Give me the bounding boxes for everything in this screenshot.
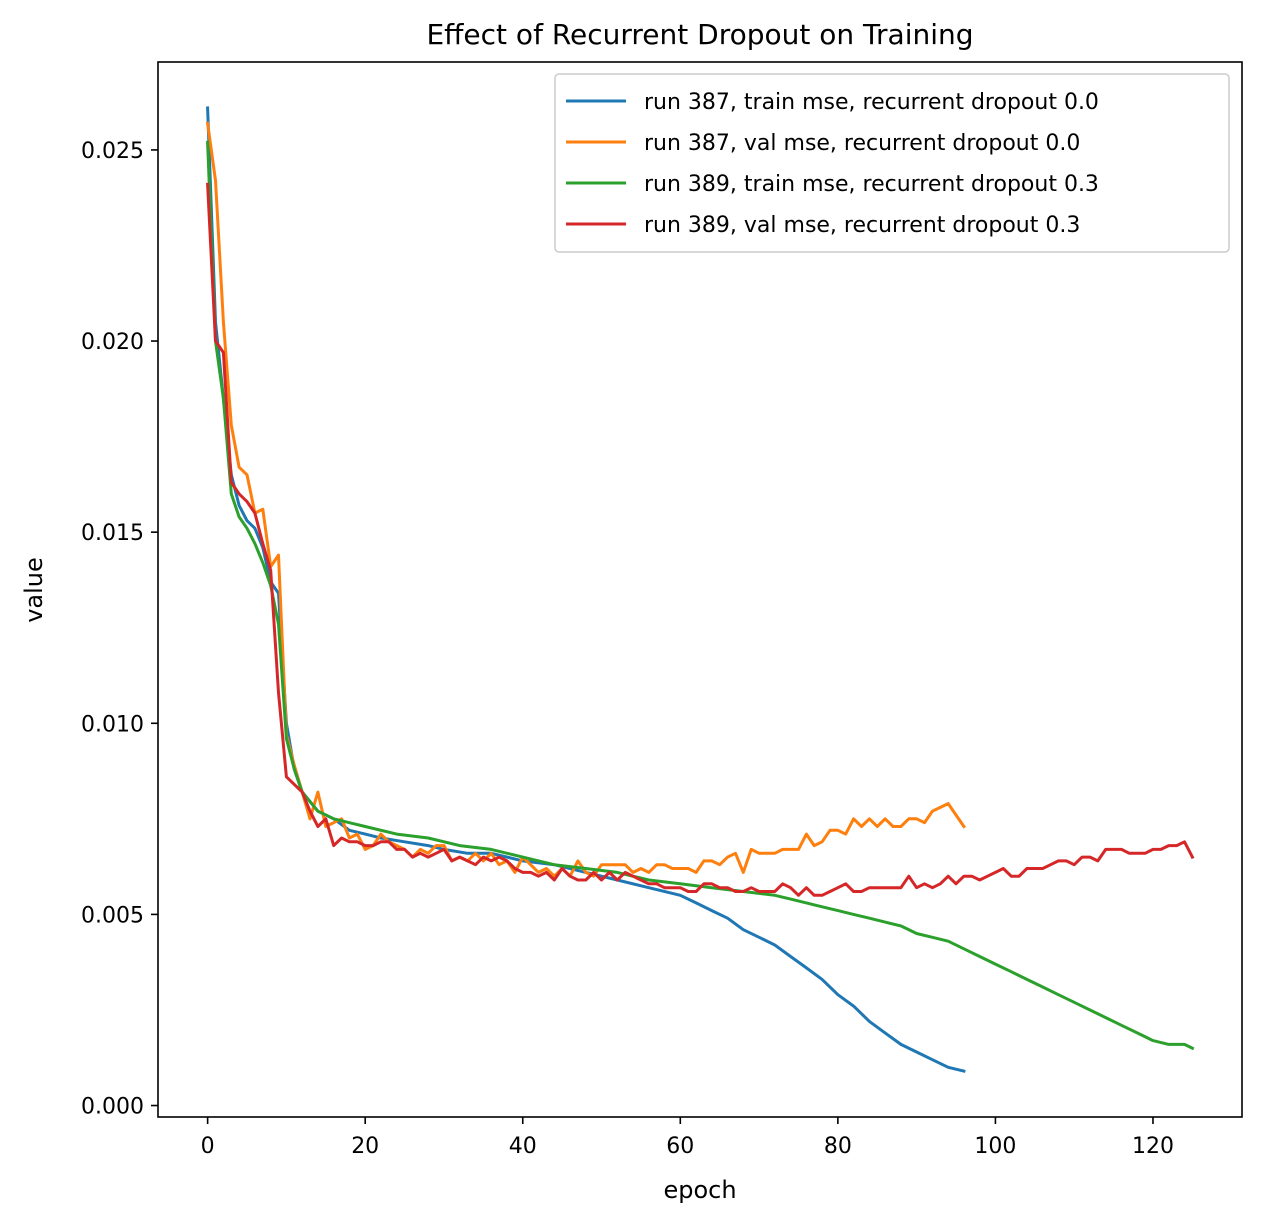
x-tick-label: 40 [509,1134,537,1159]
y-tick-label: 0.025 [81,139,144,164]
y-tick-label: 0.005 [81,903,144,928]
series-layer [205,106,1195,1073]
chart-title: Effect of Recurrent Dropout on Training [426,18,973,51]
legend-label-3: run 389, train mse, recurrent dropout 0.… [644,172,1099,197]
x-axis-ticks: 0 20 40 60 80 100 120 [201,1117,1174,1159]
series-line-4 [206,182,1195,897]
x-axis-label: epoch [663,1176,736,1204]
legend-label-2: run 387, val mse, recurrent dropout 0.0 [644,131,1080,156]
x-tick-label: 120 [1132,1134,1174,1159]
y-tick-label: 0.020 [81,330,144,355]
x-tick-label: 0 [201,1134,215,1159]
plot-area [157,61,1243,1118]
series-line-1 [206,106,966,1073]
legend-label-4: run 389, val mse, recurrent dropout 0.3 [644,213,1080,238]
y-axis-label: value [20,557,48,623]
legend-frame [554,73,1230,253]
y-axis-ticks: 0.000 0.005 0.010 0.015 0.020 0.025 [81,139,158,1120]
y-tick-label: 0.000 [81,1095,144,1120]
x-tick-label: 60 [666,1134,694,1159]
x-tick-label: 100 [974,1134,1016,1159]
axes-frame [157,61,1243,1118]
y-tick-label: 0.015 [81,521,144,546]
legend: run 387, train mse, recurrent dropout 0.… [554,73,1230,253]
x-tick-label: 20 [351,1134,379,1159]
y-tick-label: 0.010 [81,712,144,737]
legend-label-1: run 387, train mse, recurrent dropout 0.… [644,90,1099,115]
x-tick-label: 80 [824,1134,852,1159]
series-line-2 [205,121,966,878]
